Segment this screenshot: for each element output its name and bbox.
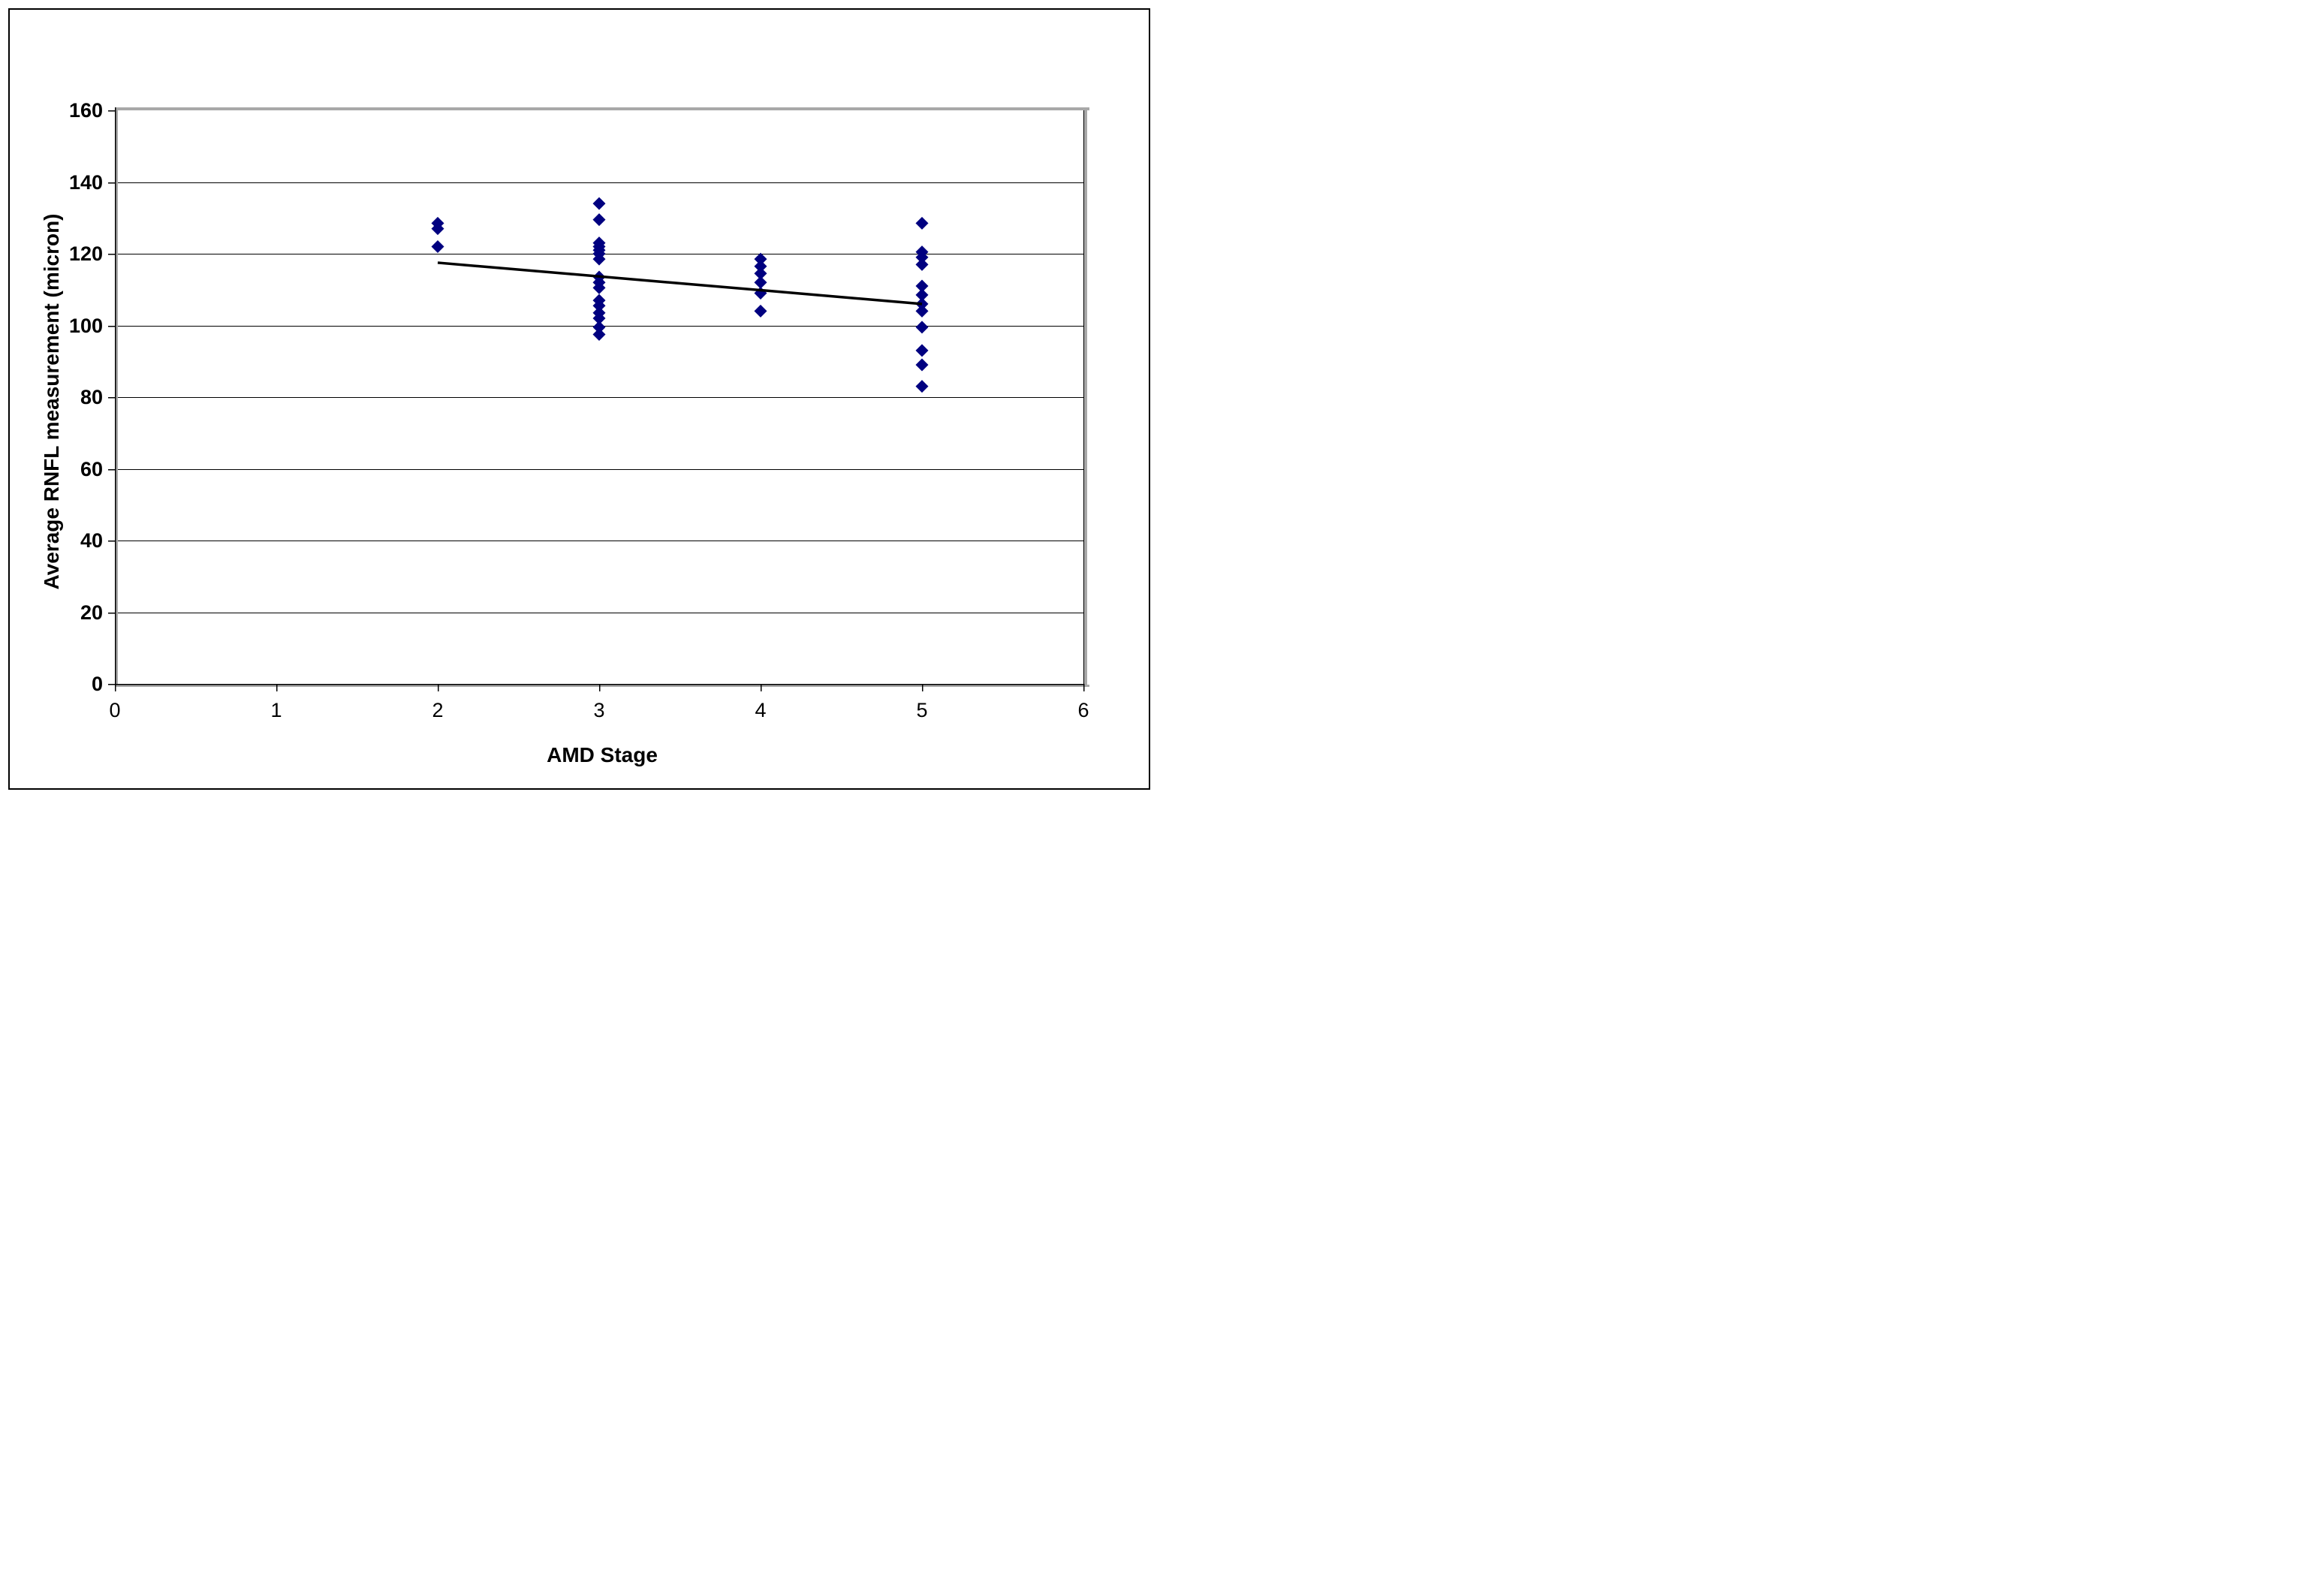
data-point [754,252,767,266]
data-point [431,239,444,253]
data-point [754,260,767,273]
data-point [592,197,606,210]
x-tick-label: 3 [593,699,605,721]
data-point [754,276,767,289]
data-point [592,299,606,312]
y-tick-label: 80 [80,386,103,408]
y-tick-label: 120 [68,242,103,265]
data-point [915,321,929,334]
data-point [592,252,606,266]
data-point [915,380,929,393]
data-point [592,312,606,325]
y-tick-label: 20 [80,601,103,624]
chart-figure: 0 20 40 60 80 100 120 140 160 0 1 2 3 4 5 6 Average RN… [0,0,1158,798]
y-tick-label: 100 [68,314,103,337]
data-point [915,304,929,318]
data-point [592,281,606,294]
data-point [431,222,444,236]
y-axis-title: Average RNFL measurement (micron) [40,213,63,590]
plot-right-shadow [1084,110,1087,687]
plot-svg [108,107,1089,691]
x-axis-band [115,685,1089,687]
x-tick-label: 4 [755,699,767,721]
data-point [915,344,929,357]
plot-top-border [115,107,1089,110]
data-point [592,321,606,334]
data-point [915,288,929,302]
y-tick-label: 160 [68,99,103,122]
data-point [592,213,606,227]
y-tick-label: 60 [80,457,103,480]
y-tick-label: 140 [68,170,103,194]
x-tick-label: 0 [109,699,121,721]
figure-border [8,8,1150,790]
x-tick-label: 2 [432,699,444,721]
data-point [915,358,929,372]
data-point [915,257,929,271]
data-point [915,279,929,293]
data-point [754,304,767,318]
x-tick-label: 5 [916,699,928,721]
data-point [915,216,929,230]
y-axis-band [116,110,118,684]
data-point [915,251,929,264]
y-tick-label: 0 [91,673,103,695]
y-tick-label: 40 [80,529,103,552]
x-tick-label: 1 [270,699,282,721]
trendline [437,261,923,306]
data-point [754,267,767,280]
data-point [592,327,606,341]
x-axis-title: AMD Stage [547,743,658,766]
x-tick-label: 6 [1077,699,1089,721]
